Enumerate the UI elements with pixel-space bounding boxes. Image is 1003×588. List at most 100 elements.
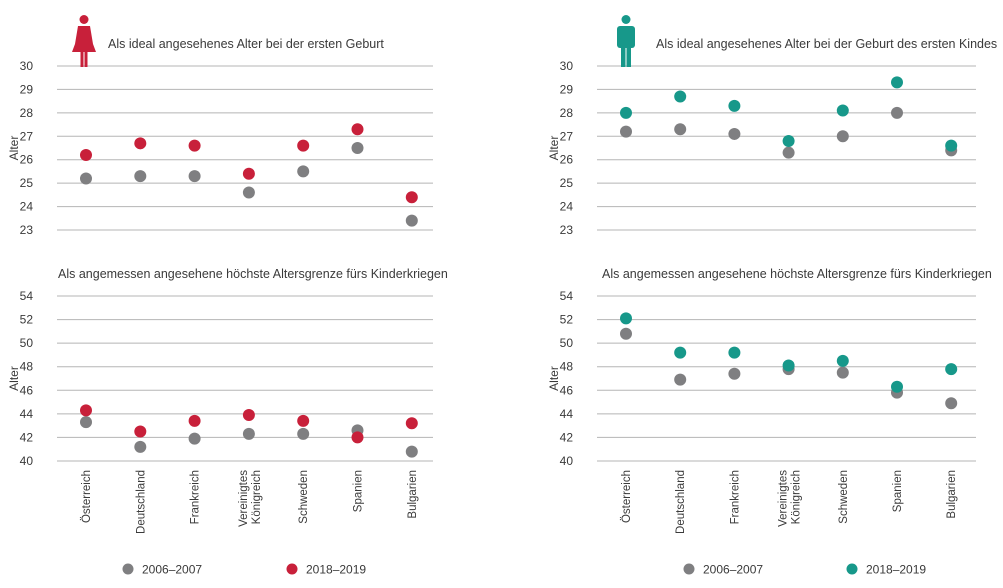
legend-left: 2006–2007 2018–2019 [122,563,366,577]
woman-icon-dress [72,26,96,52]
y-tick-label: 52 [560,313,574,327]
data-point-2006-2007 [674,373,687,386]
category-label: Schweden [838,470,850,524]
man-icon-head [621,15,631,24]
data-point-2018-2019 [297,414,310,427]
category-label: VereinigtesKönigreich [778,470,803,527]
category-label: Frankreich [729,470,741,524]
data-point-2006-2007 [297,165,310,178]
y-axis-label: Alter [547,136,561,161]
category-label-line: Bulgarien [407,470,419,519]
category-label-line: Deutschland [675,470,687,534]
data-point-2018-2019 [782,359,795,372]
data-point-2018-2019 [891,76,903,89]
data-point-2018-2019 [134,137,147,150]
y-tick-label: 25 [560,176,574,190]
legend-label: 2018–2019 [306,563,366,577]
category-label: VereinigtesKönigreich [238,470,263,527]
category-label-line: Frankreich [190,470,202,524]
data-point-2018-2019 [188,414,201,427]
y-tick-label: 40 [560,454,574,468]
data-point-2006-2007 [405,445,418,458]
data-point-2018-2019 [945,363,958,376]
data-point-2018-2019 [945,139,958,152]
data-point-2006-2007 [836,130,849,143]
y-axis-label: Alter [547,366,561,391]
y-tick-label: 50 [20,336,34,350]
data-point-2006-2007 [80,416,92,429]
y-tick-label: 26 [20,153,34,167]
category-label-line: Spanien [353,470,365,512]
legend-label: 2018–2019 [866,563,926,577]
y-tick-label: 27 [20,129,34,143]
data-point-2018-2019 [405,191,418,204]
y-tick-label: 30 [560,59,574,73]
data-point-2006-2007 [297,427,310,440]
data-point-2018-2019 [620,106,632,119]
man-icon-torso [617,26,635,48]
data-point-2006-2007 [188,170,201,183]
y-tick-label: 46 [20,383,34,397]
data-point-2006-2007 [134,170,147,183]
data-point-2018-2019 [620,312,632,325]
y-tick-label: 28 [560,106,574,120]
woman-icon-leg [80,51,84,67]
woman-icon-head [79,15,89,24]
data-point-2018-2019 [674,90,687,103]
data-point-2006-2007 [188,432,201,445]
category-label: Spanien [353,470,365,512]
category-label-line: Deutschland [135,470,147,534]
legend-marker [846,563,858,575]
legend-marker [286,563,298,575]
data-point-2006-2007 [674,123,687,136]
y-tick-label: 48 [560,360,574,374]
panel-title: Als angemessen angesehene höchste Alters… [58,267,448,281]
panel-title: Als ideal angesehenes Alter bei der Gebu… [656,37,997,51]
y-tick-label: 23 [560,223,574,237]
y-tick-label: 27 [560,129,574,143]
data-point-2006-2007 [782,146,795,159]
category-label-line: Österreich [81,470,93,523]
y-axis-label: Alter [7,136,21,161]
data-point-2018-2019 [674,346,687,359]
y-tick-label: 29 [20,82,34,96]
data-point-2018-2019 [80,149,92,162]
category-label-line: Schweden [298,470,310,524]
category-label-line: Bulgarien [946,470,958,519]
y-tick-label: 46 [560,383,574,397]
category-label-line: Vereinigtes [778,470,790,527]
data-point-2006-2007 [351,142,364,154]
data-point-2006-2007 [242,427,255,440]
data-point-2006-2007 [134,440,147,453]
legend-label: 2006–2007 [703,563,763,577]
y-tick-label: 54 [560,289,574,303]
y-tick-label: 26 [560,153,574,167]
y-tick-label: 29 [560,82,574,96]
woman-icon [72,15,96,67]
y-tick-label: 48 [20,360,34,374]
data-point-2018-2019 [80,404,92,417]
y-tick-label: 28 [20,106,34,120]
data-point-2018-2019 [188,139,201,152]
y-tick-label: 50 [560,336,574,350]
y-tick-label: 23 [20,223,34,237]
data-point-2006-2007 [891,106,903,119]
category-label: Bulgarien [407,470,419,519]
y-tick-label: 54 [20,289,34,303]
man-icon [617,15,635,67]
legend-marker [683,563,695,575]
category-label: Deutschland [675,470,687,534]
legend-label: 2006–2007 [142,563,202,577]
category-label-line: Österreich [621,470,633,523]
data-point-2018-2019 [242,167,255,180]
data-point-2006-2007 [945,397,958,410]
data-point-2006-2007 [728,367,741,380]
y-axis-label: Alter [7,366,21,391]
data-point-2006-2007 [728,127,741,140]
y-tick-label: 40 [20,454,34,468]
data-point-2018-2019 [351,431,364,444]
category-label-line: Schweden [838,470,850,524]
data-point-2018-2019 [405,417,418,430]
data-point-2006-2007 [405,214,418,227]
